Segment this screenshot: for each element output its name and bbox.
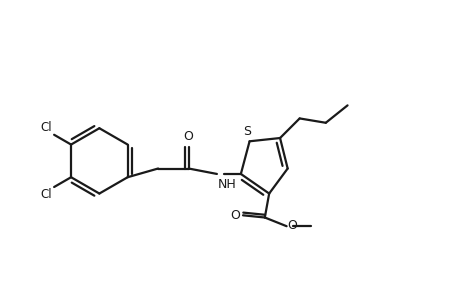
Text: Cl: Cl bbox=[40, 188, 52, 201]
Text: O: O bbox=[230, 209, 239, 222]
Text: O: O bbox=[287, 219, 297, 232]
Text: O: O bbox=[183, 130, 193, 143]
Text: NH: NH bbox=[218, 178, 236, 191]
Text: Cl: Cl bbox=[40, 121, 52, 134]
Text: S: S bbox=[243, 125, 251, 138]
